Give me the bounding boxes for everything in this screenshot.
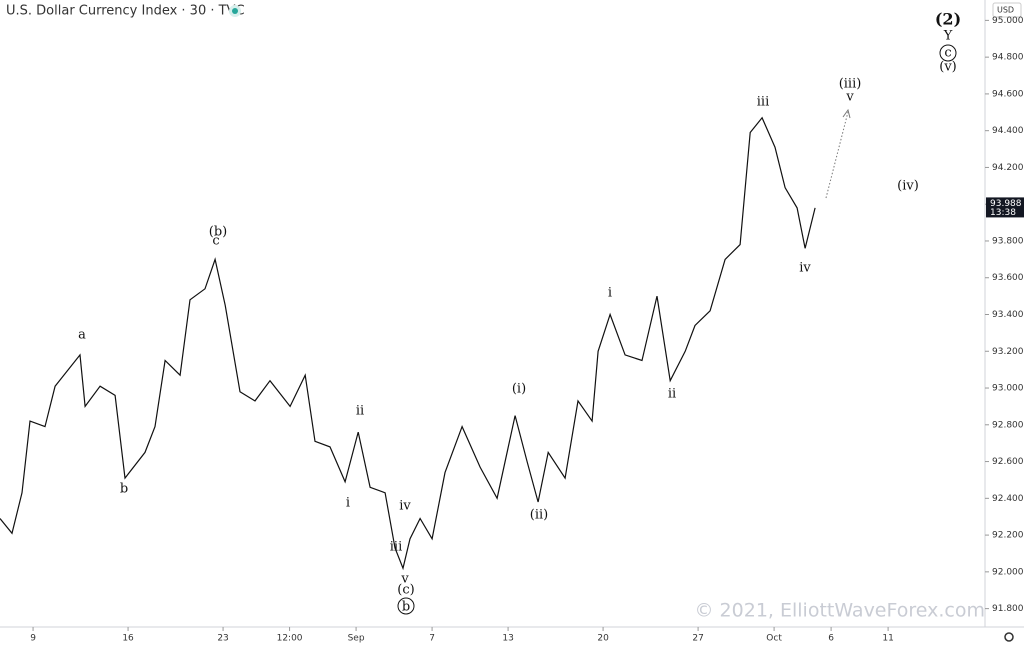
wave-label: (i) (512, 382, 526, 397)
x-tick-label: 11 (882, 634, 893, 644)
y-tick-label: 94.200 (992, 163, 1024, 173)
x-tick-label: Oct (766, 634, 782, 644)
y-tick-label: 91.800 (992, 604, 1024, 614)
x-tick-label: 16 (122, 634, 134, 644)
wave-label: b (402, 600, 410, 615)
y-tick-label: 92.800 (992, 420, 1024, 430)
circle (939, 44, 957, 62)
y-tick-label: 93.000 (992, 384, 1024, 394)
wave-label: b (120, 482, 128, 497)
wave-label: v (400, 572, 409, 587)
y-tick-label: 92.200 (992, 531, 1024, 541)
x-tick-label: 23 (217, 634, 228, 644)
wave-label: Y (943, 29, 953, 44)
y-tick-label: 94.600 (992, 89, 1024, 99)
wave-label: iii (757, 95, 769, 110)
currency: USD (997, 6, 1014, 15)
x-tick-label: 12:00 (277, 634, 303, 644)
y-tick-label: 94.800 (992, 53, 1024, 63)
arrow-head (842, 108, 851, 119)
price-line (0, 116, 816, 571)
x-tick-label: 7 (429, 634, 435, 644)
y-tick-label: 93.200 (992, 347, 1024, 357)
countdown: 13:38 (990, 208, 1016, 218)
wave-label: c (212, 234, 219, 249)
y-tick-label: 92.600 (992, 457, 1024, 467)
wave-label: (v) (939, 60, 957, 75)
x-tick-label: 27 (692, 634, 703, 644)
wave-label: (iii) (839, 77, 862, 92)
wave-label: iv (399, 499, 411, 514)
status-dot (232, 8, 238, 14)
y-tick-label: 95.000 (992, 16, 1024, 26)
y-tick-label: 93.800 (992, 236, 1024, 246)
wave-label: (c) (397, 583, 414, 598)
x-tick-label: Sep (348, 634, 365, 644)
wave-label: iii (390, 540, 402, 555)
y-tick-label: 93.600 (992, 273, 1024, 283)
x-tick-label: 6 (828, 634, 834, 644)
wave-label: iv (799, 261, 811, 276)
projection-arrow (825, 111, 849, 199)
wave-label: ii (668, 387, 676, 402)
x-tick-label: 13 (502, 634, 513, 644)
y-tick-label: 92.000 (992, 567, 1024, 577)
wave-label: c (944, 46, 951, 61)
wave-label: (iv) (897, 179, 919, 194)
wave-label: ii (356, 404, 364, 419)
x-tick-label: 9 (30, 634, 36, 644)
chart-title: U.S. Dollar Currency Index · 30 · TVC (6, 4, 245, 19)
x-tick-label: 20 (597, 634, 609, 644)
circle (397, 597, 415, 615)
wave-label: i (608, 286, 612, 301)
currency-button[interactable] (992, 2, 1022, 18)
y-tick-label: 93.400 (992, 310, 1024, 320)
wave-label: (2) (935, 10, 961, 29)
watermark: © 2021, ElliottWaveForex.com (695, 600, 985, 622)
wave-label: v (845, 90, 854, 105)
wave-label: a (78, 328, 86, 343)
settings-icon[interactable] (1004, 632, 1014, 642)
wave-label: (b) (209, 225, 227, 240)
wave-label: i (346, 496, 350, 511)
y-tick-label: 94.400 (992, 126, 1024, 136)
last-price-box (986, 197, 1024, 218)
y-tick-label: 92.400 (992, 494, 1024, 504)
wave-label: (ii) (530, 508, 548, 523)
last-price: 93.988 (990, 199, 1022, 209)
